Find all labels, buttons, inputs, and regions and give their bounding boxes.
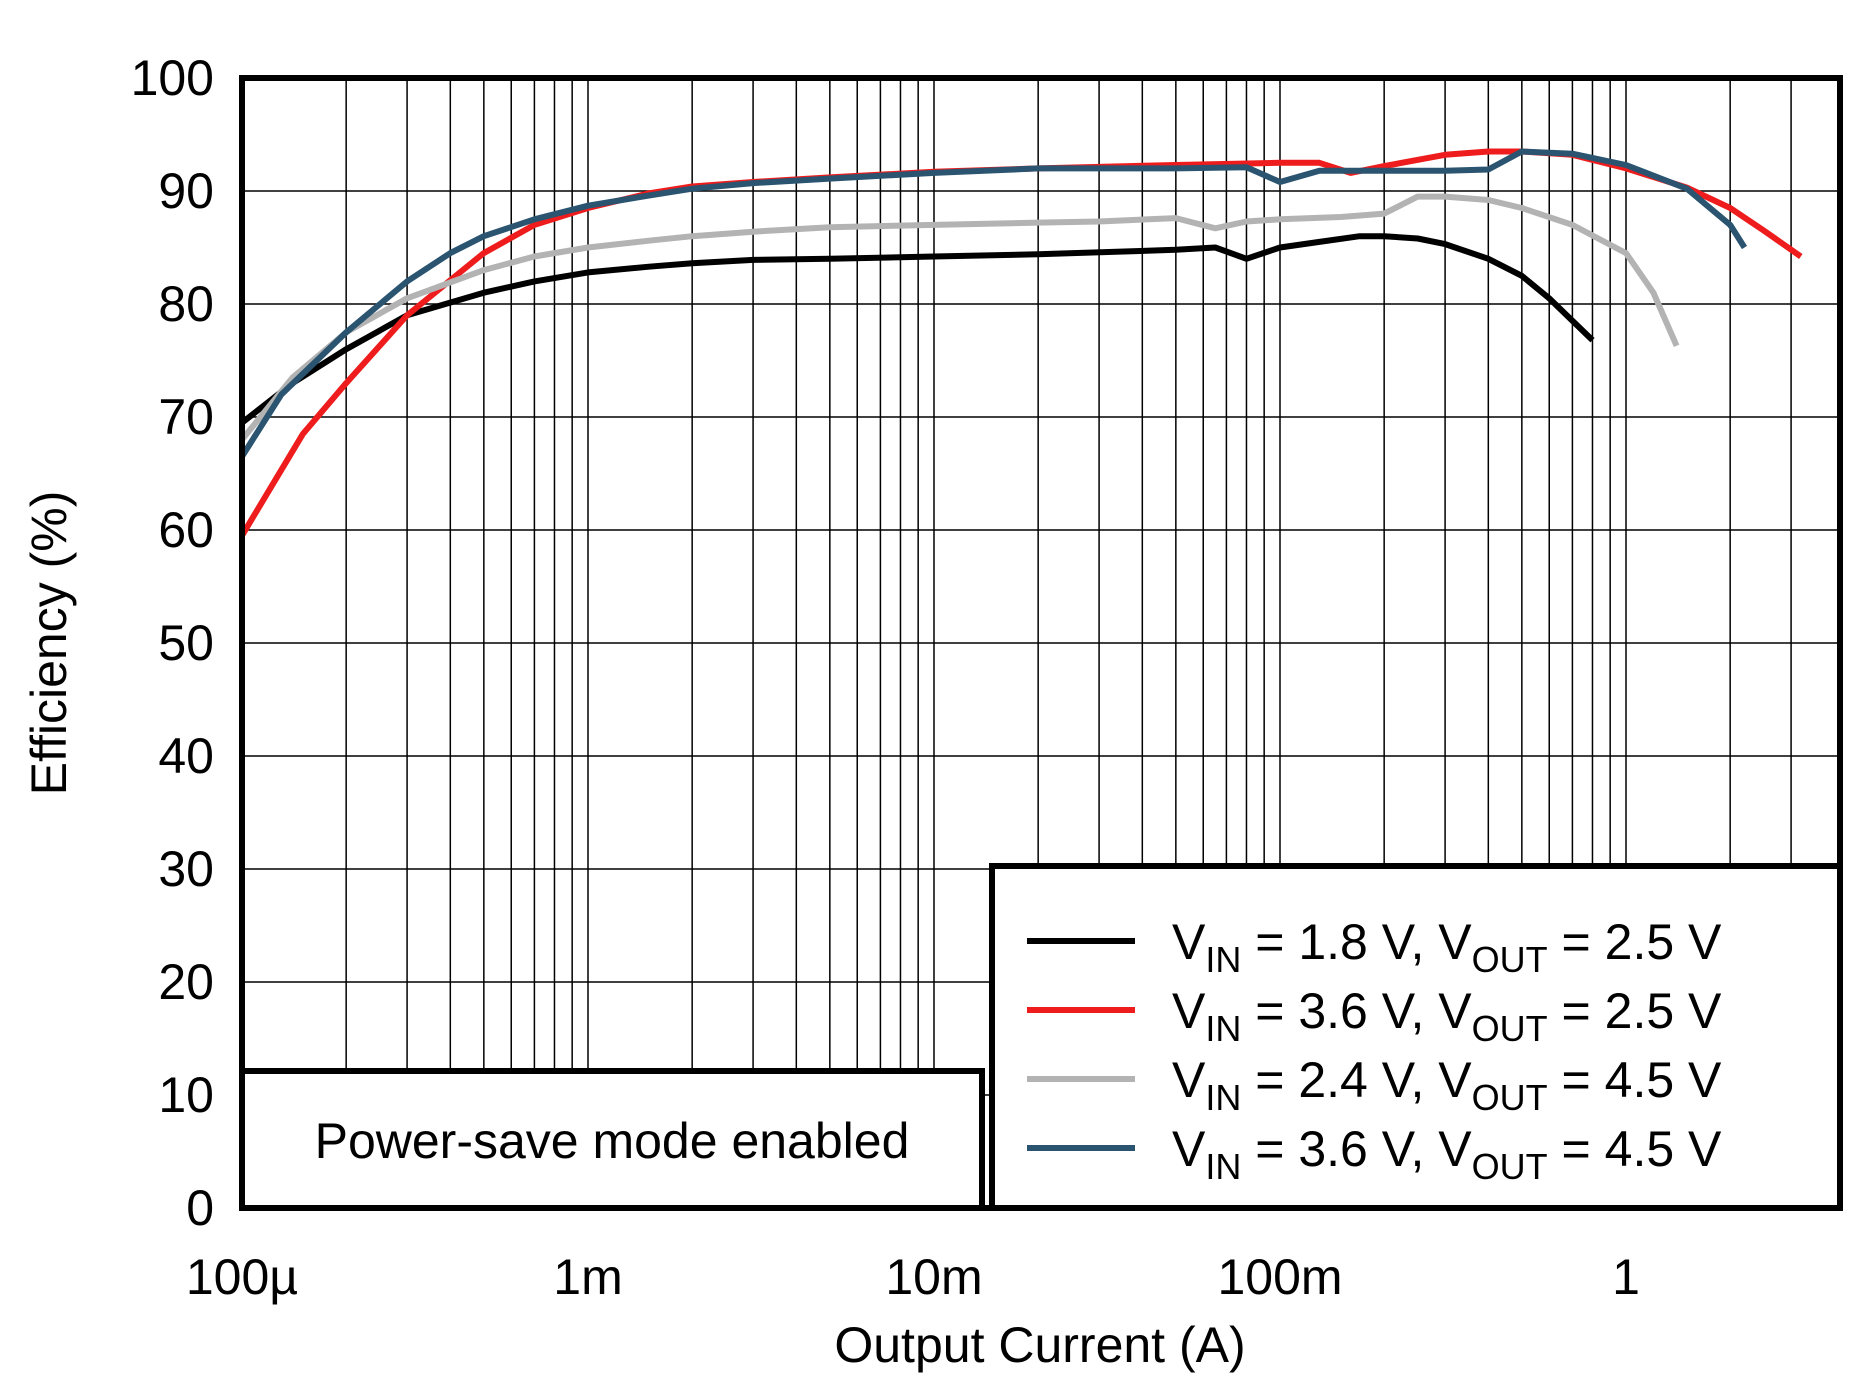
- series-line: [242, 193, 1680, 442]
- x-tick-label: 1m: [553, 1249, 622, 1305]
- legend-subscript: IN: [1205, 1146, 1241, 1187]
- legend-text: V: [1172, 983, 1206, 1039]
- legend-text: = 4.5 V: [1548, 1121, 1722, 1177]
- legend-text: V: [1438, 983, 1472, 1039]
- legend-text: V: [1438, 914, 1472, 970]
- legend-entry-label: VIN = 3.6 V, VOUT = 4.5 V: [1172, 1121, 1722, 1187]
- y-tick-label: 60: [158, 502, 214, 558]
- legend-text: V: [1438, 1121, 1472, 1177]
- annotation-box: Power-save mode enabled: [239, 1068, 985, 1211]
- legend-text: = 2.5 V: [1548, 983, 1722, 1039]
- legend-text: = 2.5 V: [1548, 914, 1722, 970]
- legend-subscript: IN: [1205, 939, 1241, 980]
- series-lines: [242, 148, 1803, 538]
- y-axis-label: Efficiency (%): [21, 491, 77, 796]
- legend-text: = 4.5 V: [1548, 1052, 1722, 1108]
- y-tick-label: 100: [131, 50, 214, 106]
- series-line: [242, 233, 1595, 426]
- y-tick-label: 20: [158, 954, 214, 1010]
- legend-text: = 2.4 V,: [1241, 1052, 1438, 1108]
- y-tick-label: 70: [158, 389, 214, 445]
- x-tick-label: 10m: [885, 1249, 982, 1305]
- y-tick-label: 80: [158, 276, 214, 332]
- legend-subscript: OUT: [1472, 1077, 1548, 1118]
- legend-subscript: IN: [1205, 1077, 1241, 1118]
- x-tick-label: 100µ: [186, 1249, 298, 1305]
- legend-text: V: [1172, 1052, 1206, 1108]
- legend-text: V: [1438, 1052, 1472, 1108]
- series-line: [242, 148, 1748, 459]
- annotation-frame: [239, 1068, 985, 1211]
- x-tick-label: 1: [1612, 1249, 1640, 1305]
- legend-entry-label: VIN = 2.4 V, VOUT = 4.5 V: [1172, 1052, 1722, 1118]
- legend-text: V: [1172, 914, 1206, 970]
- legend-text: = 1.8 V,: [1241, 914, 1438, 970]
- annotation-text: Power-save mode enabled: [315, 1113, 910, 1169]
- y-tick-label: 0: [186, 1180, 214, 1236]
- legend-subscript: OUT: [1472, 1146, 1548, 1187]
- x-axis-ticks: 100µ 1m 10m 100m 1: [186, 1249, 1640, 1305]
- y-tick-label: 10: [158, 1067, 214, 1123]
- legend-text: = 3.6 V,: [1241, 1121, 1438, 1177]
- y-tick-label: 50: [158, 615, 214, 671]
- legend-text: = 3.6 V,: [1241, 983, 1438, 1039]
- y-axis-ticks: 0 10 20 30 40 50 60 70 80 90 100: [131, 50, 214, 1236]
- legend-text: V: [1172, 1121, 1206, 1177]
- x-axis-label: Output Current (A): [834, 1317, 1245, 1373]
- legend-entry-label: VIN = 3.6 V, VOUT = 2.5 V: [1172, 983, 1722, 1049]
- legend-subscript: IN: [1205, 1008, 1241, 1049]
- y-tick-label: 90: [158, 163, 214, 219]
- y-tick-label: 30: [158, 841, 214, 897]
- legend-entry-label: VIN = 1.8 V, VOUT = 2.5 V: [1172, 914, 1722, 980]
- legend-subscript: OUT: [1472, 1008, 1548, 1049]
- legend-subscript: OUT: [1472, 939, 1548, 980]
- x-tick-label: 100m: [1217, 1249, 1342, 1305]
- y-tick-label: 40: [158, 728, 214, 784]
